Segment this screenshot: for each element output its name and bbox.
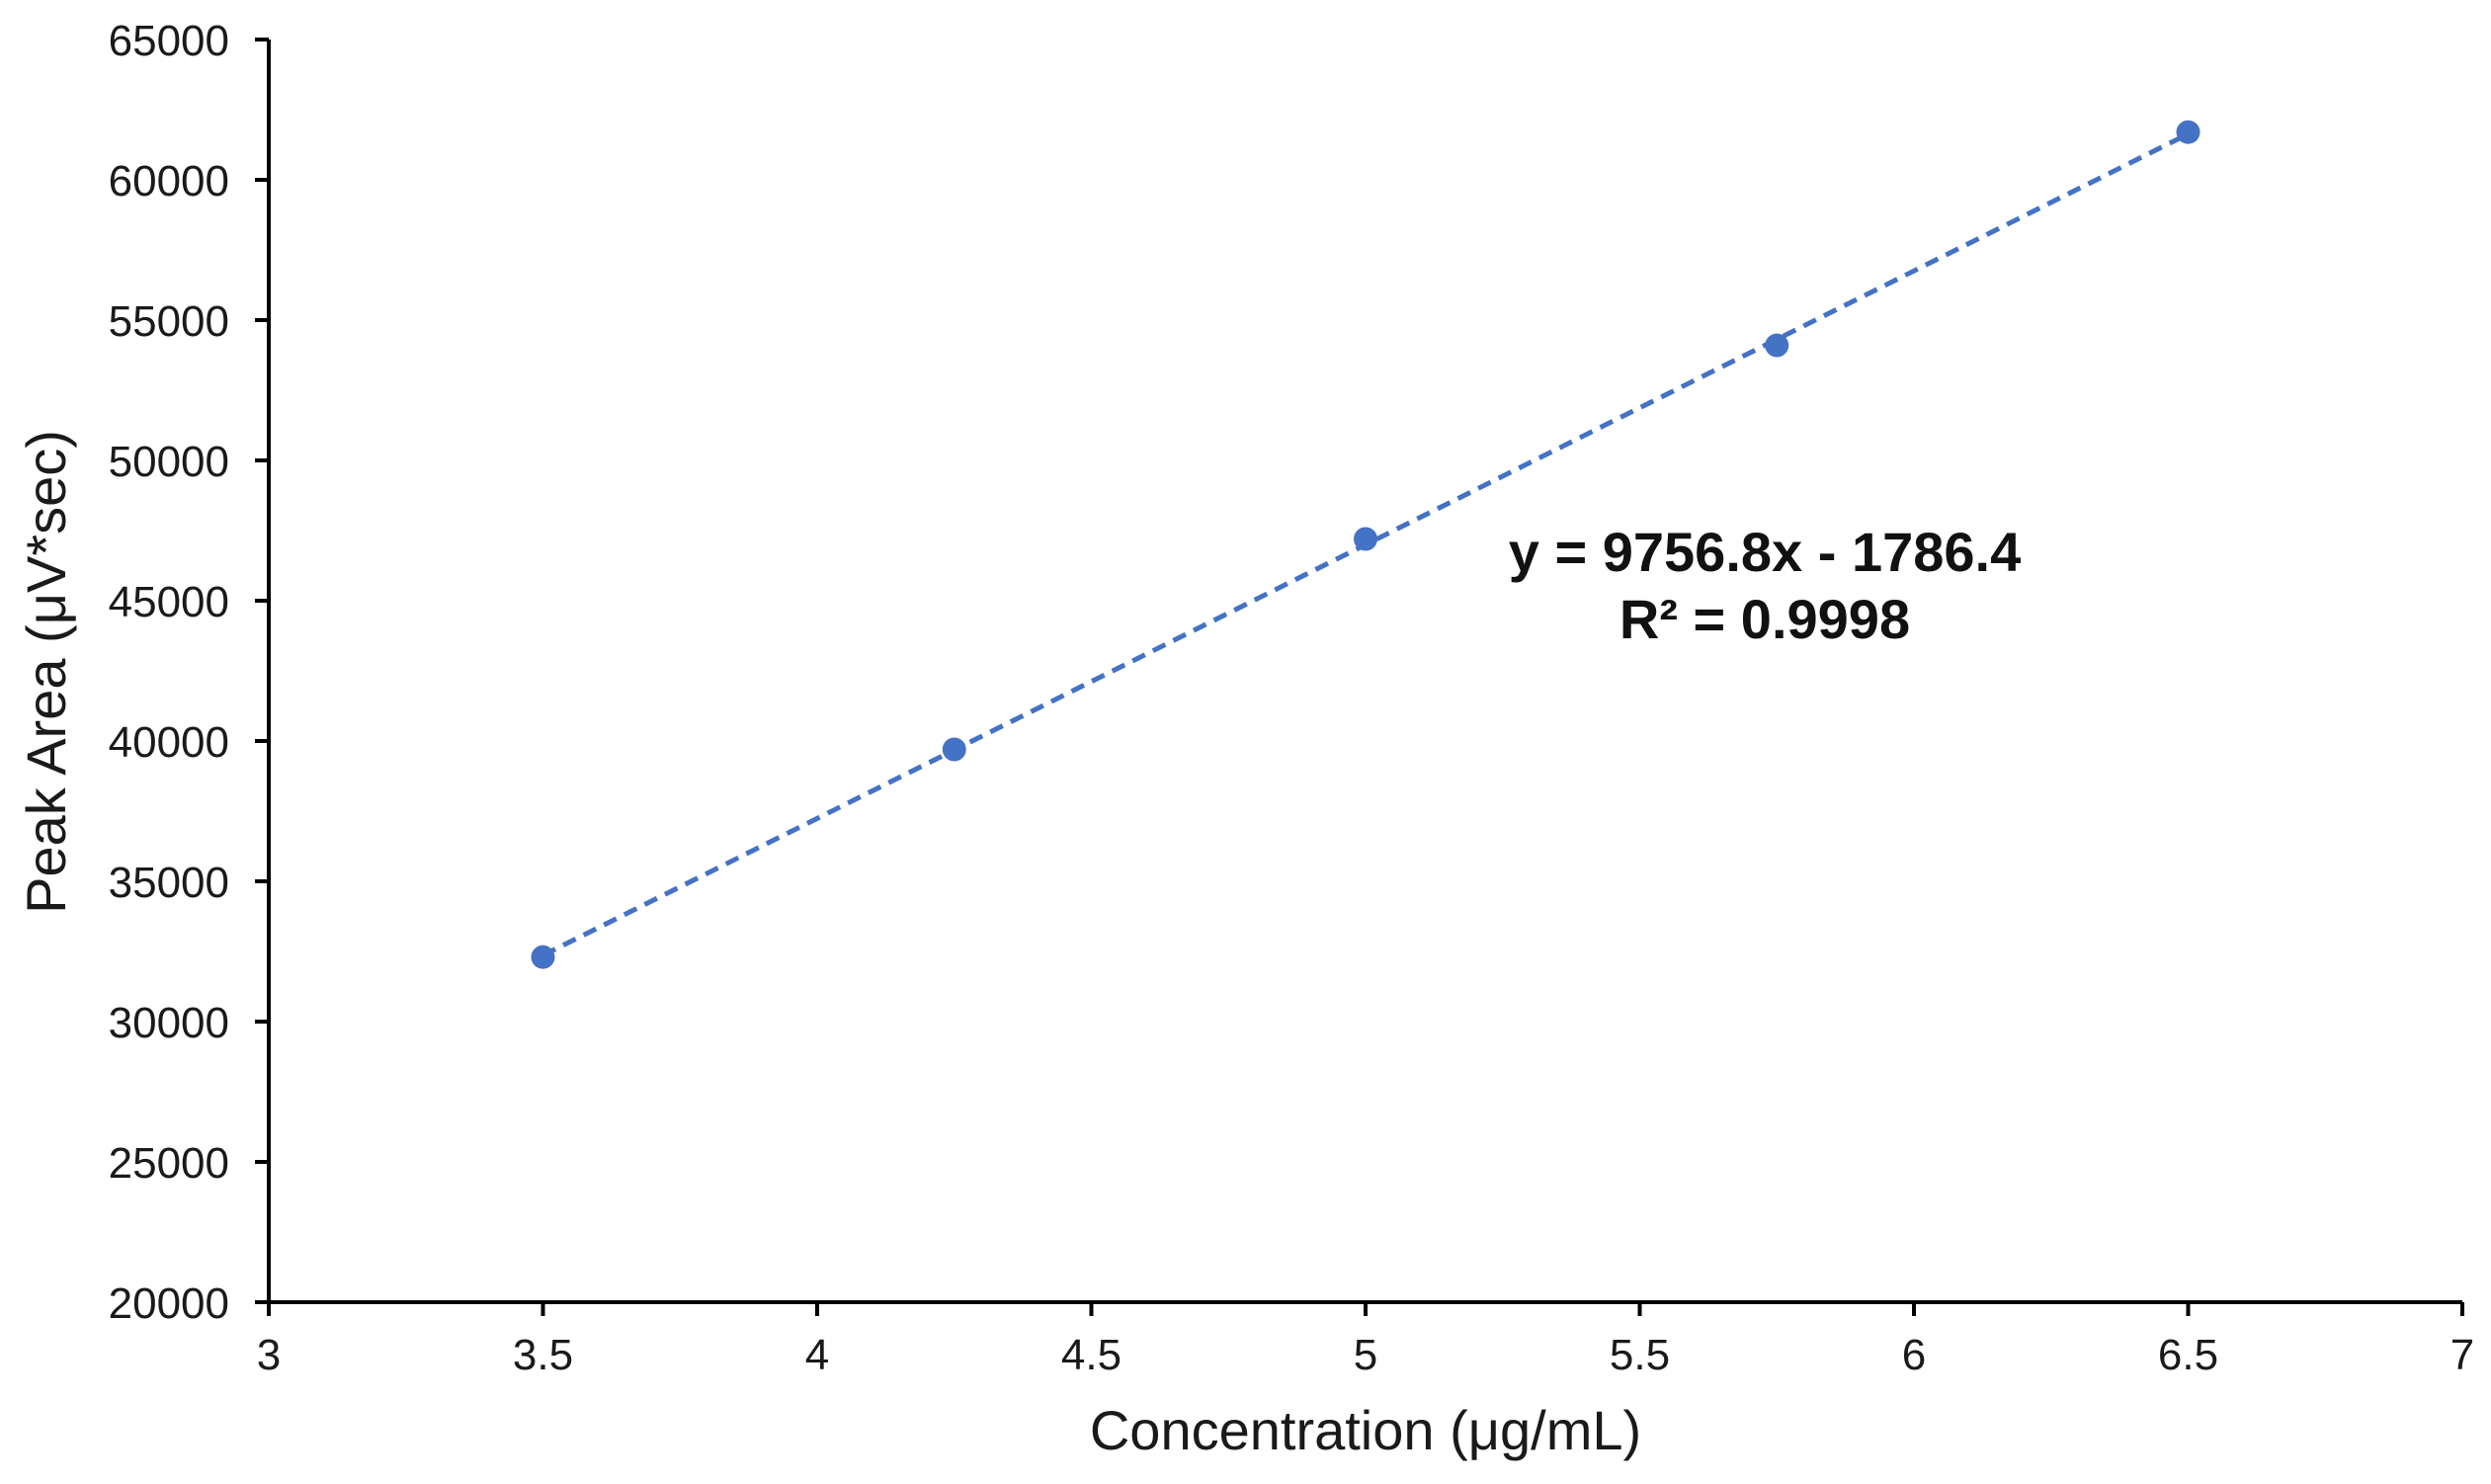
y-tick-label: 25000	[109, 1139, 229, 1188]
y-axis-title: Peak Area (μV*sec)	[15, 430, 77, 914]
y-tick-label: 55000	[109, 297, 229, 346]
x-tick-label: 3.5	[513, 1331, 573, 1379]
x-tick-label: 5.5	[1610, 1331, 1670, 1379]
points-layer	[531, 120, 2200, 969]
y-tick-label: 60000	[109, 157, 229, 206]
r-squared-label: R² = 0.9998	[1619, 588, 1910, 650]
trendline-equation: y = 9756.8x - 1786.4	[1509, 521, 2021, 583]
x-tick-label: 6	[1902, 1331, 1926, 1379]
y-tick-label: 50000	[109, 438, 229, 486]
ticks-layer: 20000 25000 30000 35000 40000 45000 50000 55000…	[109, 17, 2475, 1379]
x-tick-label: 4	[805, 1331, 829, 1379]
data-point	[942, 737, 966, 762]
x-tick-label: 6.5	[2158, 1331, 2218, 1379]
data-point	[2176, 120, 2200, 144]
y-tick-label: 30000	[109, 999, 229, 1047]
x-tick-label: 4.5	[1061, 1331, 1121, 1379]
y-tick-label: 65000	[109, 17, 229, 65]
x-tick-label: 7	[2450, 1331, 2474, 1379]
x-tick-label: 3	[257, 1331, 281, 1379]
y-tick-label: 20000	[109, 1279, 229, 1328]
x-tick-label: 5	[1354, 1331, 1377, 1379]
y-tick-label: 40000	[109, 718, 229, 767]
data-point	[531, 945, 555, 969]
y-tick-label: 45000	[109, 578, 229, 626]
data-point	[1354, 527, 1377, 551]
data-point	[1765, 333, 1789, 358]
y-tick-label: 35000	[109, 859, 229, 907]
x-axis-title: Concentration (μg/mL)	[1090, 1399, 1641, 1461]
